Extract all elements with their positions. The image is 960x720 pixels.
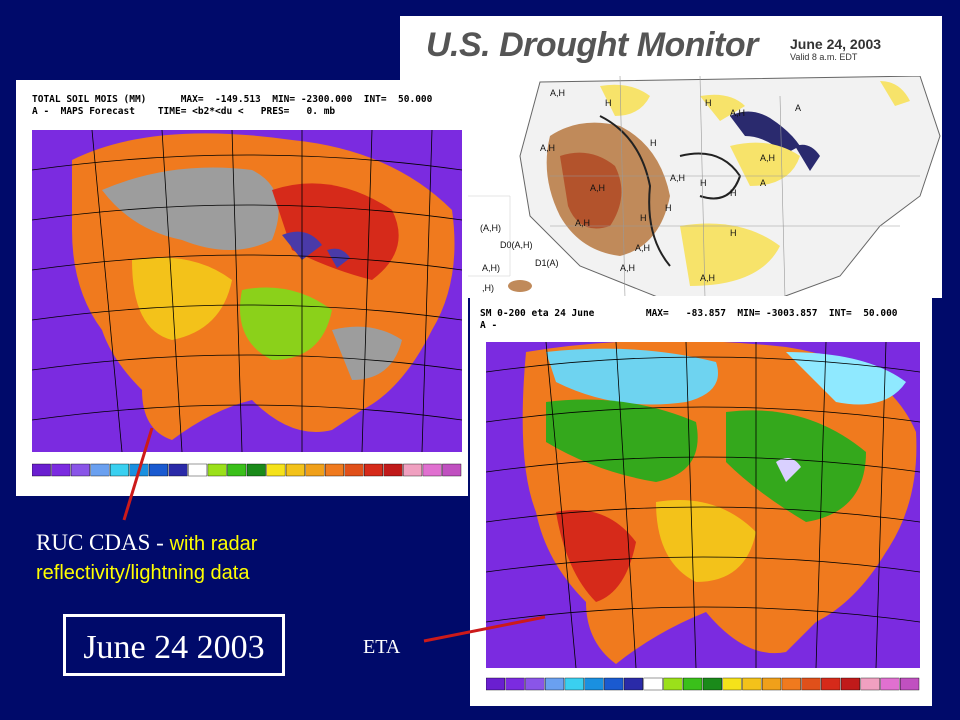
scale-swatch [266, 463, 286, 477]
drought-monitor-map: A,H H A,H H A A,H H A,H H A,H A,H H A H … [400, 76, 942, 298]
scale-swatch [702, 677, 722, 691]
dm-label: H [705, 98, 712, 108]
scale-swatch [285, 463, 305, 477]
dm-label: A,H [635, 243, 650, 253]
scale-swatch [168, 463, 188, 477]
ruc-header-line2: A - MAPS Forecast TIME= <b2*<du < PRES= … [32, 106, 336, 117]
drought-monitor-date: June 24, 2003 [790, 36, 882, 52]
eta-scale-swatches [486, 677, 920, 691]
scale-swatch [584, 677, 604, 691]
scale-swatch [129, 463, 149, 477]
scale-swatch [486, 677, 505, 691]
scale-swatch [324, 463, 344, 477]
drought-monitor-title: U.S. Drought Monitor [426, 26, 758, 64]
scale-swatch [623, 677, 644, 691]
eta-label: ETA [363, 636, 401, 658]
scale-swatch [761, 677, 782, 691]
ruc-scale-swatches [32, 463, 462, 477]
scale-swatch [149, 463, 169, 477]
dm-label: A,H [590, 183, 605, 193]
ruc-caption: RUC CDAS - with radar reflectivity/light… [36, 528, 416, 588]
ruc-caption-separator: - [150, 530, 170, 555]
scale-swatch [403, 463, 423, 477]
scale-swatch [860, 677, 880, 691]
scale-swatch [188, 463, 208, 477]
scale-swatch [442, 463, 462, 477]
scale-swatch [227, 463, 247, 477]
dm-label: A [795, 103, 801, 113]
scale-swatch [207, 463, 227, 477]
scale-swatch [246, 463, 266, 477]
scale-swatch [781, 677, 801, 691]
dm-label: D1(A) [535, 258, 559, 268]
eta-panel-header: SM 0-200 eta 24 June MAX= -83.857 MIN= -… [480, 308, 898, 332]
scale-swatch [821, 677, 841, 691]
scale-swatch [32, 463, 51, 477]
dm-label: A,H [760, 153, 775, 163]
scale-swatch [722, 677, 742, 691]
scale-swatch [544, 677, 565, 691]
scale-swatch [880, 677, 900, 691]
dm-label: H [700, 178, 707, 188]
dm-label: ,H) [482, 283, 494, 293]
scale-swatch [344, 463, 364, 477]
scale-swatch [564, 677, 584, 691]
dm-label: A [760, 178, 766, 188]
ruc-soil-moisture-map [32, 130, 462, 452]
dm-label: A,H [550, 88, 565, 98]
ruc-header-line1: TOTAL SOIL MOIS (MM) MAX= -149.513 MIN= … [32, 94, 433, 105]
dm-label: H [605, 98, 612, 108]
scale-swatch [505, 677, 525, 691]
dm-label: A,H [575, 218, 590, 228]
dm-label: A,H [540, 143, 555, 153]
scale-swatch [663, 677, 683, 691]
dm-label: H [730, 188, 737, 198]
scale-swatch [643, 677, 663, 691]
dm-label: A,H) [482, 263, 500, 273]
ruc-caption-name: RUC CDAS [36, 530, 151, 555]
scale-swatch [604, 677, 624, 691]
dm-label: A,H [670, 173, 685, 183]
scale-swatch [840, 677, 861, 691]
dm-label: A,H [730, 108, 745, 118]
scale-swatch [525, 677, 545, 691]
dm-label: H [650, 138, 657, 148]
dm-label: A,H [700, 273, 715, 283]
scale-swatch [900, 677, 920, 691]
ruc-soil-moisture-panel: TOTAL SOIL MOIS (MM) MAX= -149.513 MIN= … [16, 80, 468, 496]
scale-swatch [70, 463, 90, 477]
dm-label: H [640, 213, 647, 223]
date-box: June 24 2003 [63, 614, 285, 676]
ruc-color-scale [32, 463, 462, 477]
scale-swatch [683, 677, 703, 691]
eta-header-line2: A - [480, 320, 498, 331]
eta-soil-moisture-panel: SM 0-200 eta 24 June MAX= -83.857 MIN= -… [470, 296, 932, 706]
eta-soil-moisture-map [486, 342, 920, 668]
scale-swatch [305, 463, 325, 477]
scale-swatch [742, 677, 762, 691]
dm-label: H [730, 228, 737, 238]
dm-label: A,H [620, 263, 635, 273]
ruc-caption-description: with radar reflectivity/lightning data [36, 533, 258, 584]
scale-swatch [422, 463, 442, 477]
drought-monitor-panel: U.S. Drought Monitor June 24, 2003 Valid… [400, 16, 942, 298]
scale-swatch [51, 463, 71, 477]
eta-header-line1: SM 0-200 eta 24 June MAX= -83.857 MIN= -… [480, 308, 898, 319]
ruc-panel-header: TOTAL SOIL MOIS (MM) MAX= -149.513 MIN= … [32, 94, 432, 118]
dm-label: (A,H) [480, 223, 501, 233]
scale-swatch [90, 463, 110, 477]
eta-color-scale [486, 677, 920, 691]
drought-monitor-valid-time: Valid 8 a.m. EDT [790, 52, 858, 62]
dm-label: H [665, 203, 672, 213]
scale-swatch [109, 463, 129, 477]
scale-swatch [383, 463, 403, 477]
scale-swatch [801, 677, 821, 691]
scale-swatch [364, 463, 384, 477]
dm-label: D0(A,H) [500, 240, 533, 250]
